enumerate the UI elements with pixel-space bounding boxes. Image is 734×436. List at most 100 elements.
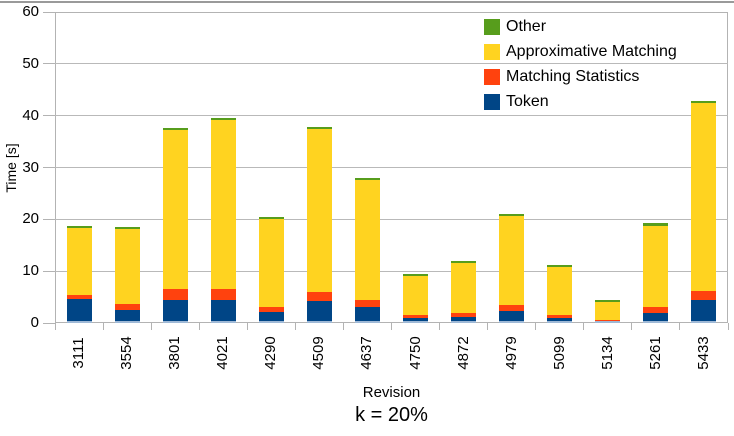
- x-tick-label: 5433: [694, 336, 712, 370]
- y-gridline: [55, 270, 728, 272]
- bar-segment-other: [547, 264, 573, 267]
- bar-base-stripe: [499, 320, 525, 323]
- y-tick-label: 0: [30, 314, 39, 331]
- bar-segment-matching-statistics: [499, 304, 525, 312]
- bar-segment-approximative-matching: [499, 215, 525, 305]
- bar-base-stripe: [643, 320, 669, 323]
- x-tick-label: 5261: [646, 336, 664, 370]
- y-tick-label: 10: [22, 262, 39, 280]
- bar-segment-other: [499, 213, 525, 216]
- x-axis-tick: [535, 323, 537, 330]
- bar-base-stripe: [595, 320, 621, 323]
- bar-base-stripe: [306, 320, 332, 323]
- bar-segment-approximative-matching: [595, 301, 621, 320]
- legend-item-matching-statistics: Matching Statistics: [484, 69, 677, 85]
- bar-segment-token: [691, 299, 717, 323]
- y-tick-label: 30: [22, 158, 39, 176]
- legend-swatch-icon: [484, 44, 500, 60]
- bar-segment-other: [643, 223, 669, 226]
- bar-base-stripe: [162, 320, 188, 323]
- bar-base-stripe: [403, 320, 429, 323]
- bar-segment-other: [306, 127, 332, 130]
- bar-segment-token: [451, 316, 477, 323]
- x-axis-tick: [583, 323, 585, 330]
- bar-segment-token: [643, 313, 669, 323]
- bar-segment-matching-statistics: [354, 299, 380, 307]
- bar-segment-matching-statistics: [258, 306, 284, 313]
- x-tick-label: 5099: [550, 336, 568, 370]
- bar-base-stripe: [114, 320, 140, 323]
- y-axis-tick: [43, 270, 55, 272]
- x-axis-tick: [391, 323, 392, 330]
- x-tick-label: 4872: [454, 336, 472, 370]
- bar-segment-approximative-matching: [162, 130, 188, 289]
- bar-segment-matching-statistics: [162, 288, 188, 300]
- bar-segment-matching-statistics: [643, 306, 669, 314]
- bar-segment-approximative-matching: [354, 179, 380, 300]
- bar-segment-token: [403, 317, 429, 323]
- bar-segment-approximative-matching: [210, 120, 236, 290]
- legend: Other Approximative Matching Matching Stat…: [484, 19, 677, 110]
- x-axis-tick: [727, 323, 729, 330]
- bar-segment-other: [403, 273, 429, 276]
- x-axis-tick: [631, 323, 633, 330]
- x-axis-tick: [679, 323, 681, 330]
- bar-segment-matching-statistics: [403, 315, 429, 318]
- x-tick-label: 3554: [118, 336, 136, 370]
- bar-base-stripe: [66, 320, 92, 323]
- x-axis-title: Revision: [362, 384, 421, 401]
- y-axis-tick: [43, 322, 55, 324]
- y-gridline: [55, 167, 728, 168]
- legend-swatch-icon: [484, 94, 500, 110]
- legend-label: Matching Statistics: [506, 68, 640, 85]
- bar-segment-matching-statistics: [306, 291, 332, 301]
- bar-segment-token: [306, 300, 332, 323]
- x-axis-tick: [342, 323, 344, 330]
- bar-segment-approximative-matching: [643, 225, 669, 307]
- bar-segment-matching-statistics: [114, 304, 140, 310]
- bar-segment-approximative-matching: [114, 228, 140, 305]
- bar-segment-approximative-matching: [547, 267, 573, 316]
- bar-segment-other: [210, 118, 236, 121]
- y-tick-label: 20: [22, 210, 39, 228]
- x-axis-tick: [102, 323, 104, 330]
- bar-segment-approximative-matching: [691, 103, 717, 291]
- bar-segment-matching-statistics: [451, 313, 477, 317]
- top-border-line: [0, 1, 734, 3]
- bar-segment-approximative-matching: [451, 263, 477, 314]
- x-tick-label: 4290: [262, 336, 280, 370]
- legend-label: Approximative Matching: [506, 43, 677, 60]
- y-axis-tick: [43, 63, 55, 65]
- bar-segment-other: [66, 226, 92, 229]
- bar-segment-matching-statistics: [66, 295, 92, 300]
- y-axis-tick: [43, 167, 55, 168]
- y-axis-tick: [43, 115, 55, 117]
- x-tick-label: 3111: [70, 337, 88, 369]
- x-tick-label: 4509: [310, 336, 328, 370]
- bar-segment-approximative-matching: [66, 228, 92, 295]
- legend-item-other: Other: [484, 19, 677, 35]
- bar-segment-token: [258, 312, 284, 323]
- legend-item-token: Token: [484, 94, 677, 110]
- bar-base-stripe: [451, 320, 477, 323]
- bar-segment-token: [162, 299, 188, 323]
- y-gridline: [55, 115, 728, 117]
- y-axis-tick: [43, 218, 55, 220]
- bar-segment-approximative-matching: [258, 219, 284, 307]
- bar-segment-other: [451, 261, 477, 264]
- x-tick-label: 4750: [406, 336, 424, 370]
- x-axis-tick: [246, 323, 248, 330]
- bar-segment-approximative-matching: [306, 129, 332, 292]
- bar-base-stripe: [258, 320, 284, 323]
- x-axis-tick: [150, 323, 152, 330]
- bar-segment-matching-statistics: [547, 315, 573, 319]
- bar-segment-other: [595, 300, 621, 302]
- bar-segment-token: [210, 300, 236, 323]
- bar-base-stripe: [691, 320, 717, 323]
- y-tick-label: 40: [22, 106, 39, 124]
- bar-segment-other: [354, 177, 380, 180]
- y-axis-tick: [43, 11, 55, 13]
- x-axis-tick: [54, 323, 56, 330]
- y-tick-label: 50: [22, 54, 39, 72]
